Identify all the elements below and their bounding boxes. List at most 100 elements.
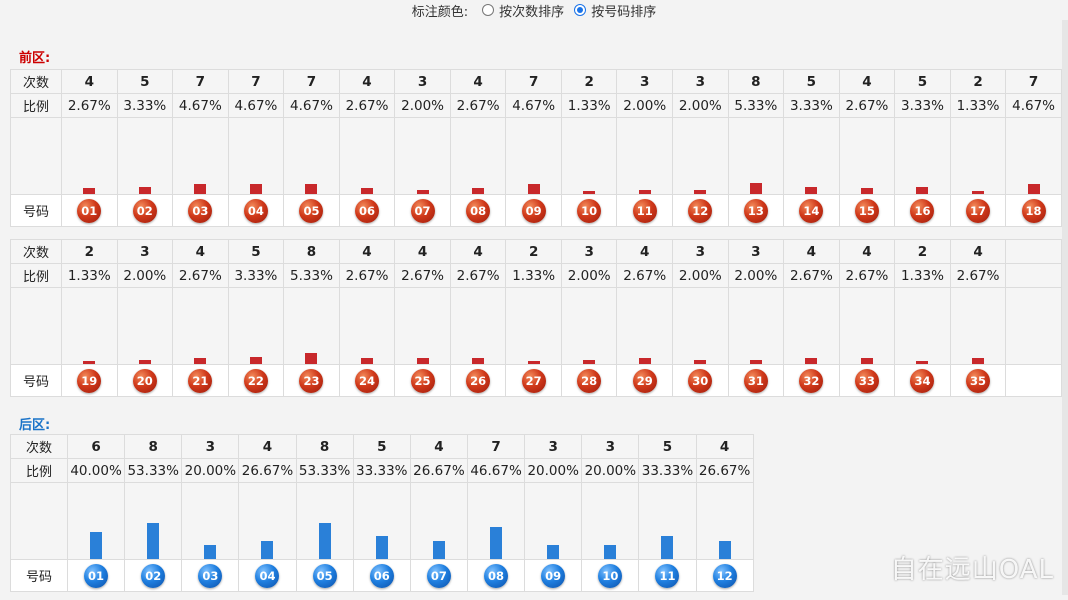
- vertical-scrollbar[interactable]: [1062, 20, 1068, 595]
- bar-cell: [338, 287, 396, 365]
- ball-cell: 03: [181, 559, 240, 592]
- red-ball[interactable]: 23: [299, 368, 324, 393]
- red-ball[interactable]: 06: [355, 198, 379, 223]
- red-ball[interactable]: 27: [521, 368, 546, 393]
- blue-ball[interactable]: 09: [541, 563, 566, 588]
- red-ball[interactable]: 13: [743, 198, 768, 223]
- red-ball[interactable]: 29: [632, 368, 657, 393]
- bar-cell: [466, 482, 526, 560]
- radio-circle-icon[interactable]: [574, 4, 587, 16]
- red-ball[interactable]: 28: [577, 368, 602, 393]
- blue-ball[interactable]: 02: [141, 563, 166, 588]
- ratio-cell: 1.33%: [505, 263, 562, 288]
- count-cell: 3: [560, 239, 618, 264]
- ratio-cell: 4.67%: [227, 93, 285, 118]
- blue-ball[interactable]: 12: [712, 563, 737, 588]
- count-cell: 5: [783, 69, 840, 94]
- bar-wrap: [285, 289, 339, 364]
- blue-ball[interactable]: 08: [484, 563, 509, 588]
- frequency-bar: [805, 187, 818, 194]
- blue-ball[interactable]: 04: [255, 563, 280, 588]
- bar-cell: [505, 117, 562, 195]
- red-ball[interactable]: 34: [910, 368, 935, 393]
- red-ball[interactable]: 12: [688, 198, 713, 223]
- red-ball[interactable]: 24: [355, 368, 379, 393]
- frequency-bar: [249, 357, 262, 364]
- red-ball[interactable]: 31: [743, 368, 768, 393]
- ratio-row: 比例 40.00% 53.33% 20.00% 26.67% 53.33% 33.33% 26…: [10, 458, 754, 483]
- red-ball[interactable]: 14: [799, 198, 824, 223]
- red-ball[interactable]: 19: [77, 368, 102, 393]
- radio-circle-icon[interactable]: [482, 4, 495, 16]
- blue-ball[interactable]: 01: [84, 563, 109, 588]
- red-ball[interactable]: 35: [966, 368, 991, 393]
- red-ball[interactable]: 11: [632, 198, 657, 223]
- red-ball[interactable]: 04: [243, 198, 268, 223]
- blue-ball[interactable]: 06: [369, 563, 394, 588]
- ratio-cell: 1.33%: [894, 263, 951, 288]
- blue-ball[interactable]: 05: [312, 563, 337, 588]
- blue-ball[interactable]: 07: [426, 563, 451, 588]
- ratio-cell: 5.33%: [727, 93, 785, 118]
- red-ball[interactable]: 09: [521, 198, 546, 223]
- red-ball[interactable]: 03: [188, 198, 213, 223]
- blue-ball[interactable]: 11: [655, 563, 680, 588]
- red-ball[interactable]: 21: [188, 368, 213, 393]
- bar-wrap: [674, 119, 728, 194]
- ratio-cell: 2.67%: [394, 263, 451, 288]
- frequency-bar: [318, 523, 331, 559]
- ratio-cell: 2.67%: [783, 263, 840, 288]
- count-cell: 3: [581, 434, 640, 459]
- bar-wrap: [507, 119, 561, 194]
- red-ball[interactable]: 20: [132, 368, 157, 393]
- bar-cell: [783, 287, 840, 365]
- sort-by-number-label[interactable]: 按号码排序: [591, 4, 657, 20]
- blue-ball[interactable]: 03: [198, 563, 223, 588]
- count-cell: 3: [616, 69, 674, 94]
- frequency-bar: [718, 541, 731, 559]
- frequency-bar: [604, 545, 617, 559]
- sort-by-count-radio[interactable]: 按次数排序: [482, 1, 564, 20]
- sort-by-count-label[interactable]: 按次数排序: [499, 4, 565, 20]
- bars-row: [10, 482, 754, 560]
- red-ball[interactable]: 17: [966, 198, 991, 223]
- red-ball[interactable]: 05: [299, 198, 324, 223]
- red-ball[interactable]: 07: [410, 198, 435, 223]
- count-cell: 5: [116, 69, 174, 94]
- red-ball[interactable]: 16: [910, 198, 935, 223]
- ratio-cell: 3.33%: [227, 263, 285, 288]
- ball-cell: 16: [894, 194, 951, 227]
- blue-ball[interactable]: 10: [598, 563, 623, 588]
- count-row: 次数 2 3 4 5 8 4 4 4 2 3 4 3 3 4 4 2 4: [10, 239, 1062, 264]
- bar-cell: [61, 117, 118, 195]
- red-ball[interactable]: 25: [410, 368, 435, 393]
- red-ball[interactable]: 15: [854, 198, 879, 223]
- frequency-bar: [204, 545, 217, 559]
- red-ball[interactable]: 10: [577, 198, 602, 223]
- bar-wrap: [840, 119, 894, 194]
- bar-cell: [338, 117, 396, 195]
- bar-wrap: [562, 289, 616, 364]
- ratio-cell: 40.00%: [66, 458, 126, 483]
- ball-cell: 04: [227, 194, 285, 227]
- count-cell: 2: [505, 239, 562, 264]
- red-ball[interactable]: 26: [466, 368, 491, 393]
- red-ball[interactable]: 18: [1021, 198, 1046, 223]
- red-ball[interactable]: 33: [854, 368, 879, 393]
- red-ball[interactable]: 22: [243, 368, 268, 393]
- frequency-bar: [860, 188, 873, 194]
- bar-cell: [560, 117, 618, 195]
- red-ball[interactable]: 01: [77, 198, 102, 223]
- bar-cell: [838, 287, 896, 365]
- count-cell: 5: [227, 239, 285, 264]
- red-ball[interactable]: 30: [688, 368, 713, 393]
- sort-by-number-radio[interactable]: 按号码排序: [574, 1, 656, 20]
- frequency-bar: [1027, 184, 1040, 194]
- bar-wrap: [69, 484, 124, 559]
- bar-cell: [727, 287, 785, 365]
- ratio-cell: 2.67%: [949, 263, 1007, 288]
- red-ball[interactable]: 02: [132, 198, 157, 223]
- red-ball[interactable]: 32: [799, 368, 824, 393]
- red-ball[interactable]: 08: [466, 198, 491, 223]
- bar-wrap: [354, 484, 409, 559]
